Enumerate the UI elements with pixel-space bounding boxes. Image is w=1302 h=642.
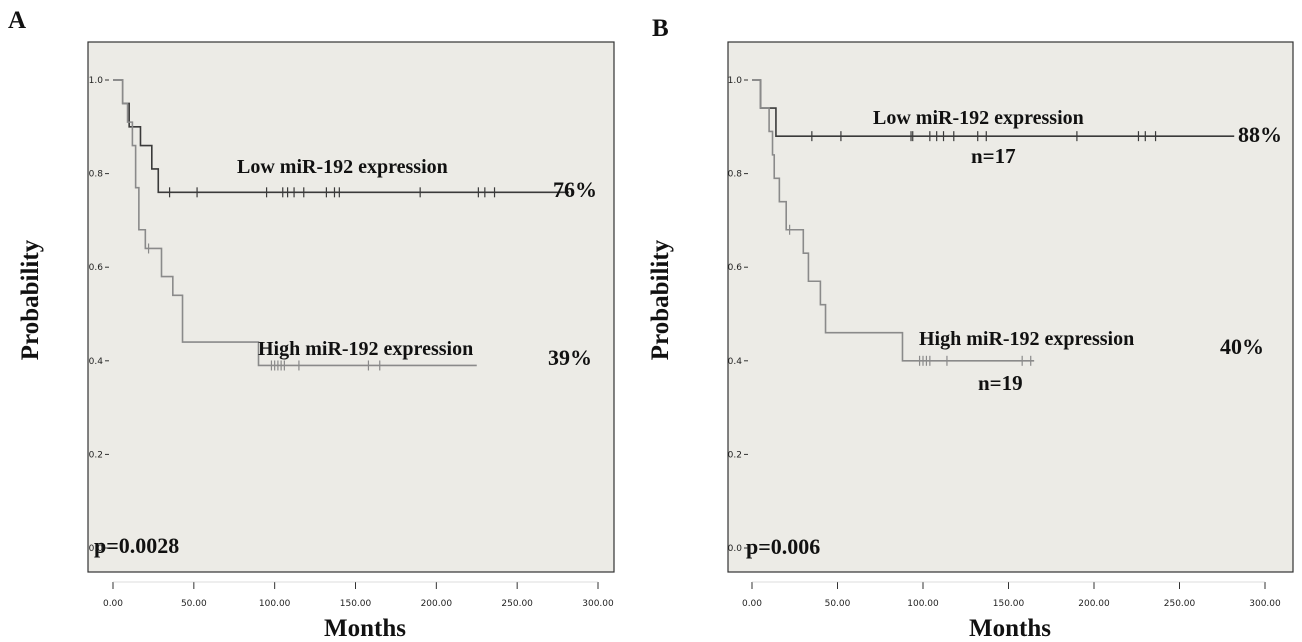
x-tick-label: 150.00 bbox=[340, 599, 372, 609]
end-label-low-a: 76% bbox=[553, 177, 597, 202]
series-label-low-b: Low miR-192 expression bbox=[873, 107, 1084, 129]
y-axis-label-a: Probability bbox=[17, 239, 44, 360]
x-axis-label-b: Months bbox=[969, 615, 1051, 642]
x-tick-label: 50.00 bbox=[181, 599, 207, 609]
p-value-b: p=0.006 bbox=[746, 534, 820, 559]
y-tick-label: 1.0 bbox=[728, 76, 743, 86]
series-group-a bbox=[113, 79, 569, 371]
x-tick-label: 0.00 bbox=[103, 599, 123, 609]
panel-label-a: A bbox=[8, 7, 26, 34]
x-tick-label: 200.00 bbox=[1078, 599, 1110, 609]
series-label-high-b: High miR-192 expression bbox=[919, 328, 1134, 350]
x-tick-label: 300.00 bbox=[1249, 599, 1281, 609]
p-value-a: p=0.0028 bbox=[94, 533, 179, 558]
end-label-high-a: 39% bbox=[548, 345, 592, 370]
y-tick-label: 0.0 bbox=[728, 544, 743, 554]
x-tick-label: 250.00 bbox=[501, 599, 533, 609]
y-tick-label: 0.4 bbox=[728, 357, 743, 367]
n-label-low-b: n=17 bbox=[971, 144, 1016, 168]
plot-area-a bbox=[87, 41, 615, 573]
panel-label-b: B bbox=[652, 15, 669, 42]
series-group-b bbox=[752, 79, 1235, 366]
y-tick-label: 0.0 bbox=[89, 544, 104, 554]
end-label-low-b: 88% bbox=[1238, 122, 1282, 147]
high-expression-curve bbox=[113, 79, 477, 367]
y-tick-label: 0.2 bbox=[728, 450, 742, 460]
x-tick-label: 100.00 bbox=[259, 599, 291, 609]
x-tick-label: 250.00 bbox=[1164, 599, 1196, 609]
panel-a: A p=0.0028 Low miR-192 expression 76% Hi… bbox=[8, 7, 615, 642]
x-tick-label: 300.00 bbox=[582, 599, 614, 609]
y-tick-label: 0.8 bbox=[89, 170, 104, 180]
x-tick-label: 100.00 bbox=[907, 599, 939, 609]
x-axis-label-a: Months bbox=[324, 615, 406, 642]
series-label-low-a: Low miR-192 expression bbox=[237, 156, 448, 178]
x-tick-label: 200.00 bbox=[421, 599, 453, 609]
panel-b: B p=0.006 Low miR-192 expression n=17 88… bbox=[647, 15, 1294, 642]
x-tick-label: 0.00 bbox=[742, 599, 762, 609]
n-label-high-b: n=19 bbox=[978, 371, 1023, 395]
y-tick-label: 0.4 bbox=[89, 357, 104, 367]
y-tick-label: 1.0 bbox=[89, 76, 104, 86]
y-tick-label: 0.6 bbox=[89, 263, 104, 273]
y-axis-label-b: Probability bbox=[647, 239, 674, 360]
series-label-high-a: High miR-192 expression bbox=[258, 338, 473, 360]
y-tick-label: 0.6 bbox=[728, 263, 743, 273]
high-expression-curve bbox=[752, 79, 1035, 362]
y-tick-label: 0.8 bbox=[728, 170, 743, 180]
y-tick-label: 0.2 bbox=[89, 450, 103, 460]
x-tick-label: 150.00 bbox=[993, 599, 1025, 609]
end-label-high-b: 40% bbox=[1220, 334, 1264, 359]
plot-area-b bbox=[727, 41, 1294, 573]
x-tick-label: 50.00 bbox=[825, 599, 851, 609]
